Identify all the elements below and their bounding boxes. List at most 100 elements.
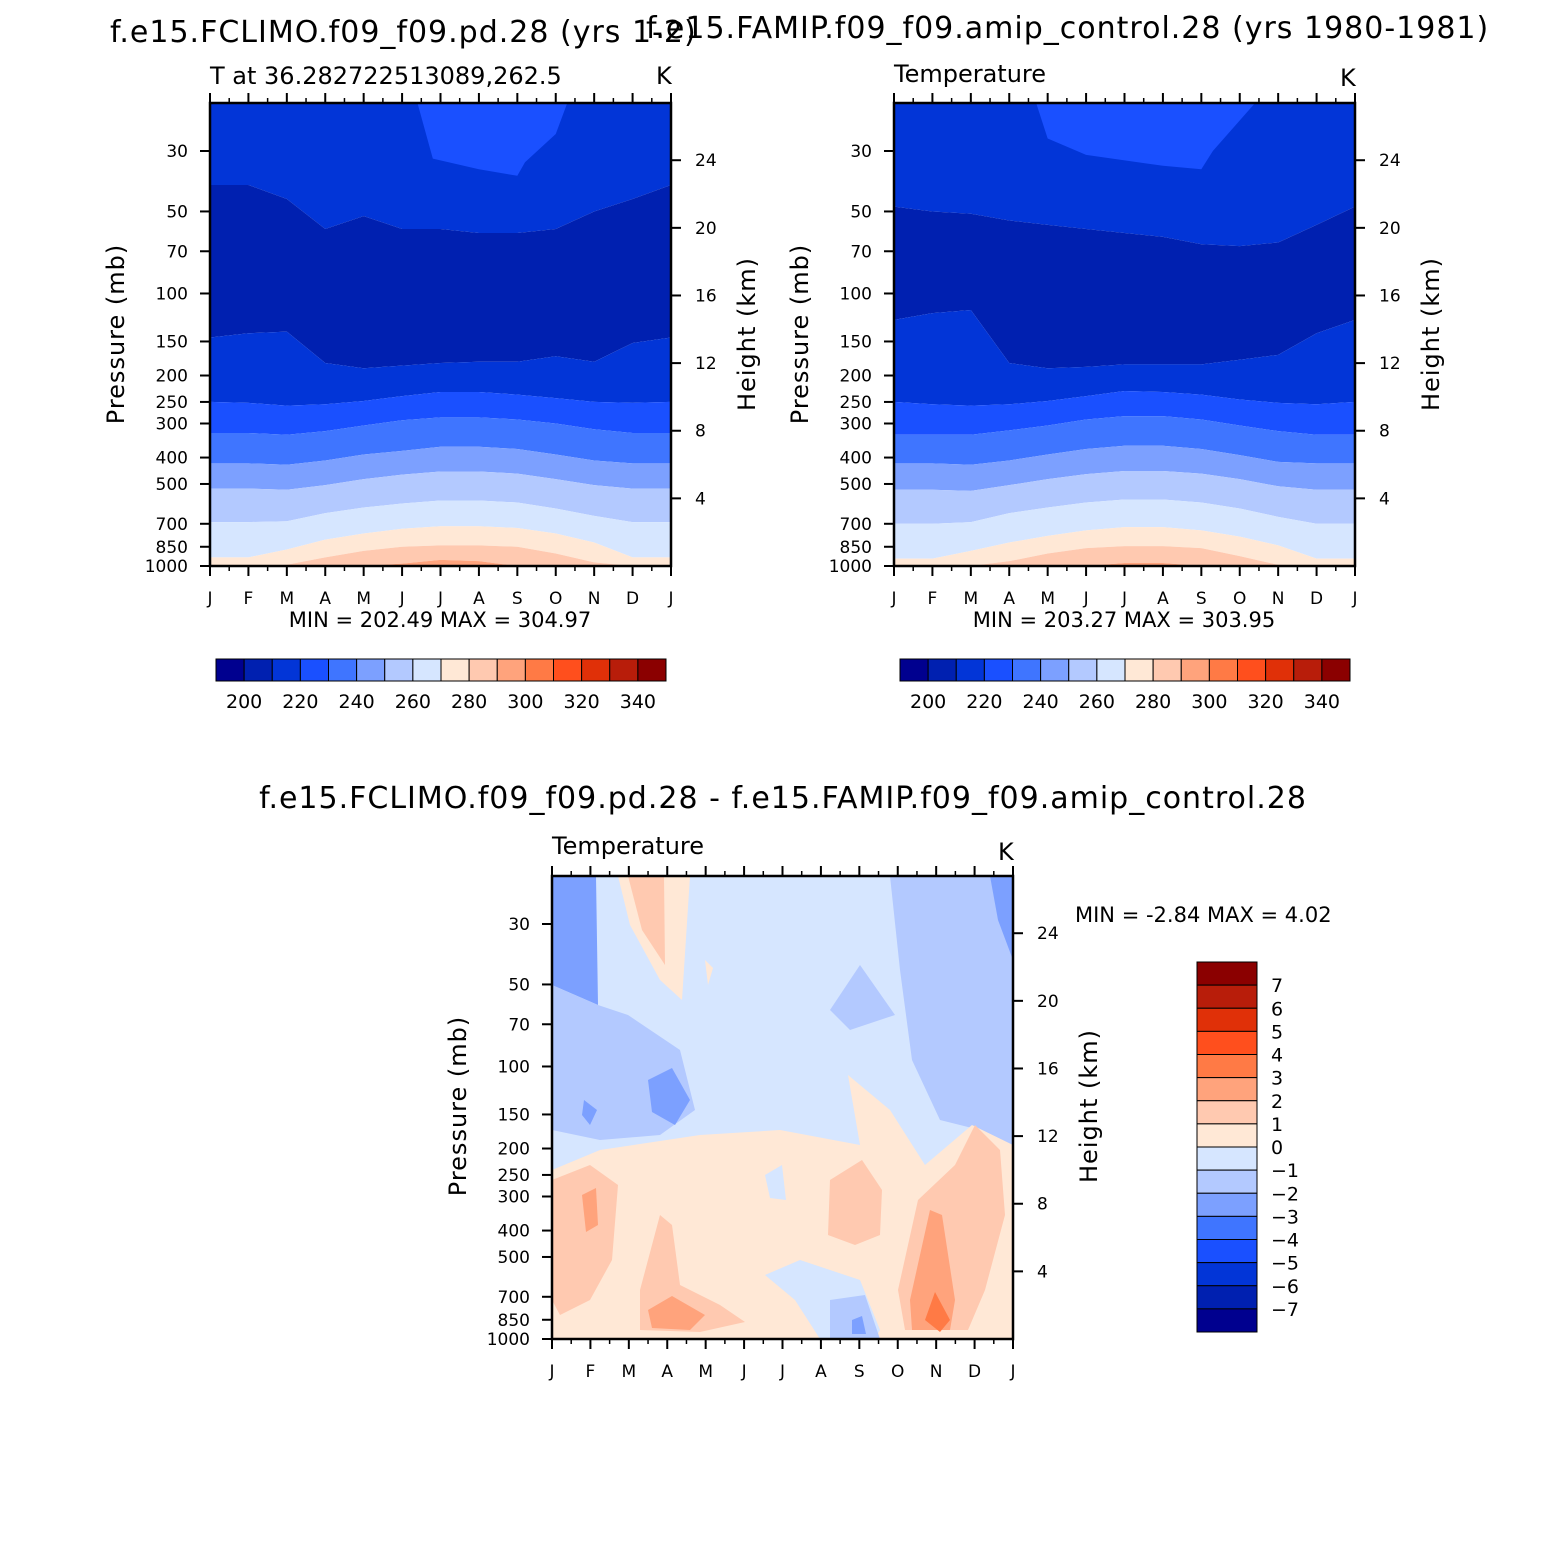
height-label: 8 [1037,1195,1048,1215]
colorbar-label: 340 [620,691,656,713]
colorbar-swatch [1196,1146,1258,1171]
month-label: N [1272,589,1285,609]
panel-difference-title: f.e15.FCLIMO.f09_f09.pd.28 - f.e15.FAMIP… [259,781,1307,816]
contour-band [894,391,1355,435]
contour-band [210,559,671,566]
pressure-label: 200 [840,367,872,387]
pressure-label: 850 [498,1311,530,1331]
month-label: A [1157,589,1169,609]
pressure-label: 70 [166,242,188,262]
diff-region-pos2-sep [828,1160,882,1245]
month-label: S [1196,589,1207,609]
colorbar-label: 3 [1271,1068,1283,1090]
month-label: S [512,589,523,609]
colorbar-swatch [356,658,386,682]
pressure-label: 300 [840,415,872,435]
pressure-label: 200 [156,367,188,387]
contour-band [894,206,1355,369]
colorbar-label: −2 [1271,1183,1299,1205]
panel-fclimo-contours [210,103,671,566]
colorbar-label: −1 [1271,1160,1299,1182]
panel-difference-minmax: MIN = -2.84 MAX = 4.02 [1075,903,1332,927]
month-label: J [1121,589,1127,609]
month-label: O [1233,589,1246,609]
colorbar-label: 2 [1271,1091,1283,1113]
panel-fclimo-ylabel: Pressure (mb) [102,244,130,424]
colorbar-swatch [243,658,273,682]
colorbar-swatch [553,658,583,682]
colorbar-swatch [581,658,611,682]
panel-fclimo-minmax: MIN = 202.49 MAX = 304.97 [289,608,591,632]
colorbar-swatch [1196,1077,1258,1102]
pressure-label: 850 [156,538,188,558]
diff-region-pos3-apr [648,1296,705,1330]
colorbar-label: 260 [1079,691,1115,713]
height-label: 8 [695,422,706,442]
month-label: F [928,589,938,609]
colorbar-label: 260 [395,691,431,713]
panel-fclimo-subtitle: T at 36.282722513089,262.5 [209,62,562,90]
month-label: J [437,589,443,609]
pressure-label: 1000 [145,557,188,577]
pressure-label: 300 [498,1188,530,1208]
height-label: 4 [1037,1262,1048,1282]
pressure-label: 100 [840,284,872,304]
colorbar-swatch [1196,1030,1258,1055]
contour-band [894,546,1355,566]
colorbar-swatch [1196,1007,1258,1032]
panel-difference-ylabel: Pressure (mb) [444,1016,472,1196]
height-label: 8 [1379,422,1390,442]
panel-fclimo-units: K [656,62,673,90]
colorbar-label: 300 [1191,691,1227,713]
month-label: J [1009,1362,1015,1382]
month-label: J [667,589,673,609]
colorbar-label: −4 [1271,1230,1299,1252]
colorbar-swatch [1196,1169,1258,1194]
diff-region-pos4-nov [925,1292,950,1332]
panel-famip-subtitle: Temperature [893,60,1046,88]
diff-region-neg3-apr [648,1068,690,1125]
colorbar-label: 320 [1247,691,1283,713]
month-label: F [244,589,254,609]
month-label: A [815,1362,827,1382]
colorbar-swatch [1196,1123,1258,1148]
diff-region-neg3-sep-low [852,1316,866,1334]
panel-famip-units: K [1340,64,1357,92]
colorbar-label: 200 [910,691,946,713]
pressure-label: 250 [498,1166,530,1186]
pressure-label: 500 [498,1248,530,1268]
panel-famip-title: f.e15.FAMIP.f09_f09.amip_control.28 (yrs… [646,11,1489,46]
pressure-label: 30 [166,142,188,162]
pressure-label: 150 [156,332,188,352]
pressure-label: 400 [156,449,188,469]
height-label: 20 [1037,992,1059,1012]
month-label: S [854,1362,865,1382]
colorbar-swatch [1196,1285,1258,1310]
pressure-label: 400 [840,449,872,469]
colorbar-label: 4 [1271,1045,1283,1067]
colorbar-label: −7 [1271,1299,1299,1321]
contour-band [210,331,671,406]
height-label: 12 [1379,354,1401,374]
colorbar-swatch [215,658,245,682]
pressure-label: 50 [508,975,530,995]
colorbar-swatch [384,658,414,682]
height-label: 20 [695,219,717,239]
month-label: D [968,1362,981,1382]
contour-band [210,185,671,369]
month-label: M [1040,589,1055,609]
pressure-label: 30 [850,142,872,162]
month-label: A [319,589,331,609]
colorbar-swatch [1265,658,1295,682]
colorbar-swatch [1293,658,1323,682]
pressure-label: 150 [840,332,872,352]
contour-band [210,500,671,558]
month-label: A [473,589,485,609]
contour-band [210,417,671,465]
colorbar-swatch [1040,658,1070,682]
pressure-label: 300 [156,415,188,435]
pressure-label: 100 [498,1057,530,1077]
